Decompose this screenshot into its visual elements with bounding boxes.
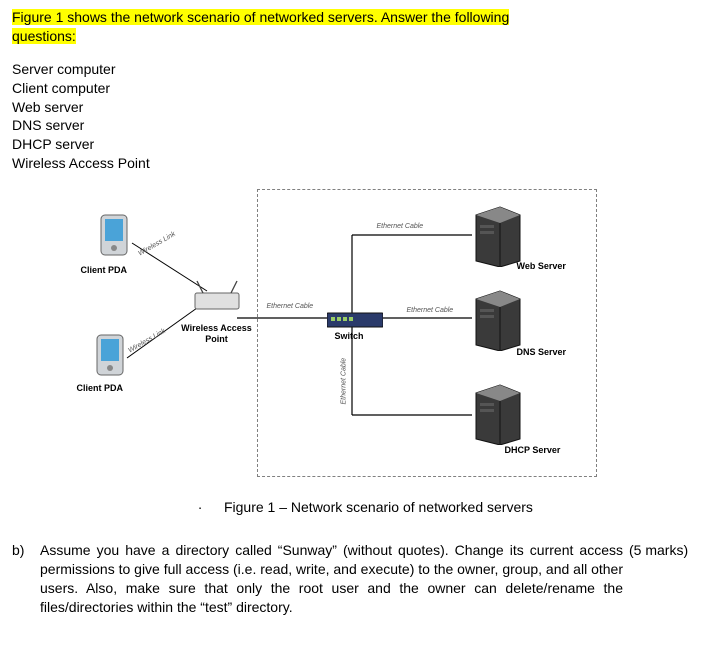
network-diagram: Client PDA Client PDA Wireless Link Wire… <box>77 183 637 483</box>
term-item: Web server <box>12 98 701 117</box>
server-icon <box>472 203 524 267</box>
figure-caption-row: · Figure 1 – Network scenario of network… <box>12 499 701 515</box>
figure-caption: Figure 1 – Network scenario of networked… <box>224 499 533 515</box>
pda-icon <box>97 213 131 261</box>
caption-bullet: · <box>180 499 220 515</box>
server-icon <box>472 381 524 445</box>
eth-cable-dns-label: Ethernet Cable <box>407 307 454 314</box>
term-item: Wireless Access Point <box>12 154 701 173</box>
dns-server-label: DNS Server <box>517 347 567 357</box>
wap-label-1: Wireless Access <box>167 323 267 333</box>
eth-cable-top-label: Ethernet Cable <box>377 223 424 230</box>
term-list: Server computer Client computer Web serv… <box>12 60 701 173</box>
question-text: Assume you have a directory called “Sunw… <box>40 541 629 617</box>
wap-label-2: Point <box>167 334 267 344</box>
intro-block: Figure 1 shows the network scenario of n… <box>12 8 701 46</box>
term-item: DNS server <box>12 116 701 135</box>
intro-highlight: Figure 1 shows the network scenario of n… <box>12 9 509 44</box>
eth-cable-vert-label: Ethernet Cable <box>340 358 347 405</box>
intro-line2: questions: <box>12 28 76 44</box>
question-label: b) <box>12 541 40 560</box>
switch-icon <box>327 311 383 331</box>
eth-cable-wap-label: Ethernet Cable <box>267 303 314 310</box>
term-item: DHCP server <box>12 135 701 154</box>
pda-icon <box>93 333 127 381</box>
dhcp-server-label: DHCP Server <box>505 445 561 455</box>
question-marks: (5 marks) <box>629 541 701 560</box>
intro-line1: Figure 1 shows the network scenario of n… <box>12 9 509 25</box>
client-pda-1-label: Client PDA <box>81 265 128 275</box>
switch-label: Switch <box>335 331 364 341</box>
term-item: Client computer <box>12 79 701 98</box>
server-icon <box>472 287 524 351</box>
question-b: b) Assume you have a directory called “S… <box>12 541 701 617</box>
wap-icon <box>189 279 245 319</box>
term-item: Server computer <box>12 60 701 79</box>
web-server-label: Web Server <box>517 261 566 271</box>
client-pda-2-label: Client PDA <box>77 383 124 393</box>
